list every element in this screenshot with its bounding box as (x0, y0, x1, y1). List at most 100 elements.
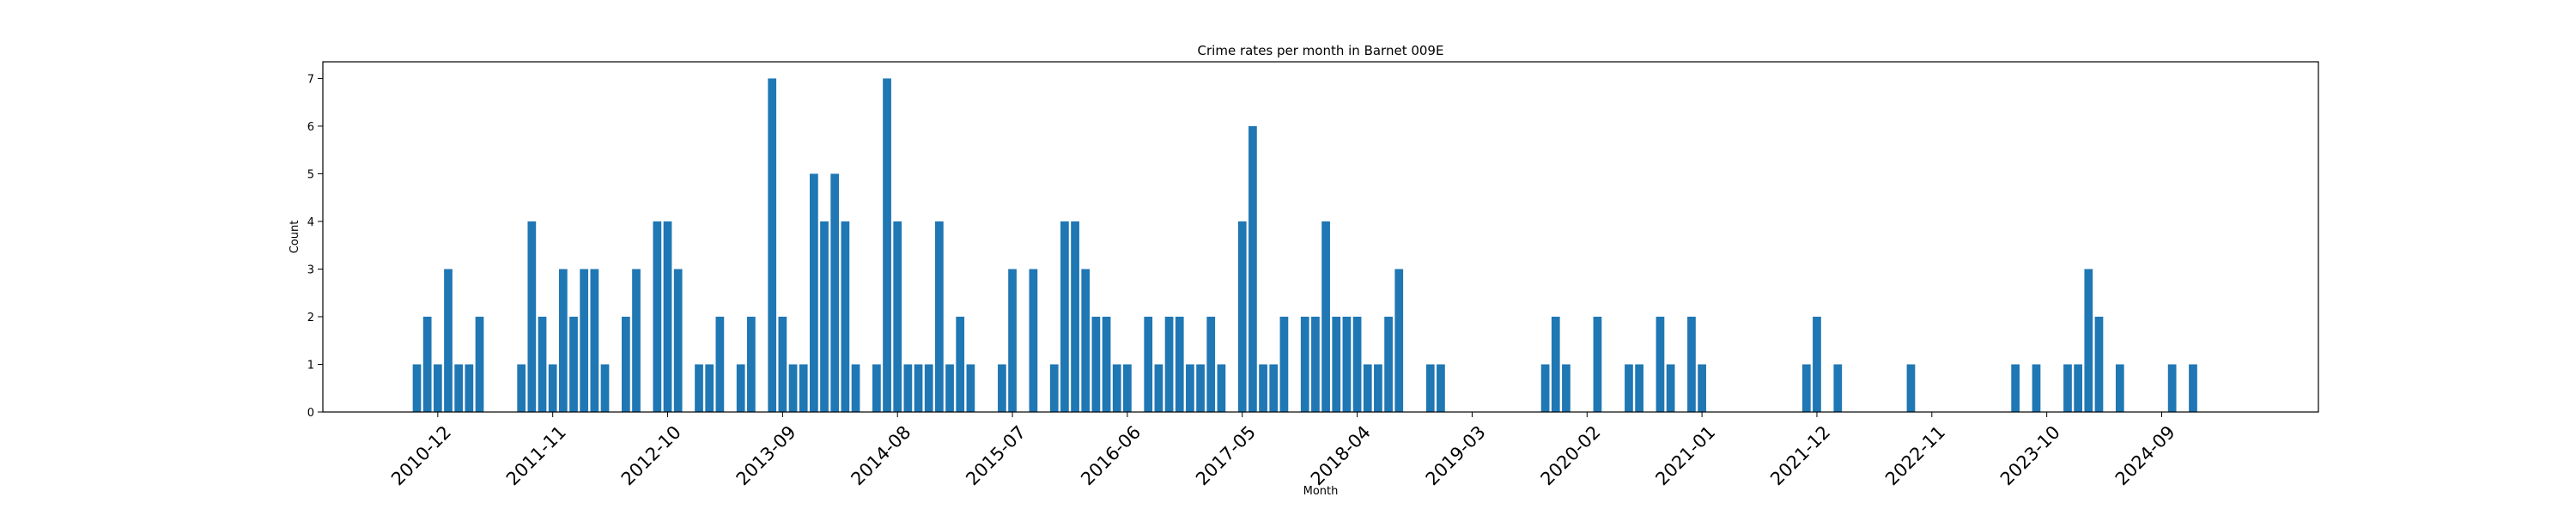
bar-2015-12 (1060, 221, 1069, 412)
bar-2018-06 (1374, 364, 1382, 412)
bar-2022-09 (1906, 364, 1916, 412)
bar-2016-05 (1112, 364, 1121, 412)
bar-2017-02 (1206, 316, 1216, 412)
bar-2015-02 (956, 316, 965, 412)
bar-2016-10 (1164, 316, 1174, 412)
bar-2020-03 (1593, 316, 1602, 412)
y-tick-label: 0 (307, 407, 314, 420)
bar-2012-06 (621, 316, 630, 412)
bar-2017-01 (1196, 364, 1205, 412)
bar-2014-07 (883, 78, 891, 413)
bar-2024-02 (2084, 269, 2093, 412)
bar-2023-12 (2063, 364, 2072, 412)
bar-2016-08 (1144, 316, 1153, 412)
bar-2013-08 (768, 78, 777, 413)
bar-2023-09 (2032, 364, 2041, 412)
bar-2020-12 (1687, 316, 1696, 412)
bar-2018-03 (1342, 316, 1352, 412)
bar-2016-02 (1081, 269, 1091, 412)
bar-2024-01 (2074, 364, 2083, 412)
bar-2014-02 (830, 173, 840, 412)
bar-2015-07 (1008, 269, 1017, 412)
bar-2013-06 (747, 316, 756, 412)
bar-2014-08 (893, 221, 902, 412)
bar-2012-04 (600, 364, 610, 412)
bar-2011-03 (465, 364, 474, 412)
bar-2011-01 (444, 269, 453, 412)
bar-2013-12 (810, 173, 818, 412)
bar-2018-02 (1332, 316, 1341, 412)
bar-2020-09 (1656, 316, 1665, 412)
bar-2018-08 (1394, 269, 1404, 412)
bar-2016-12 (1186, 364, 1194, 412)
x-axis-label: Month (1303, 485, 1339, 498)
bar-2017-03 (1217, 364, 1226, 412)
bar-2024-03 (2094, 316, 2104, 412)
bar-2016-09 (1154, 364, 1163, 412)
bar-2022-02 (1833, 364, 1843, 412)
y-tick-label: 1 (307, 359, 314, 372)
bar-2017-11 (1300, 316, 1309, 412)
bar-2016-06 (1123, 364, 1132, 412)
bar-2015-03 (966, 364, 975, 412)
y-axis-ticks: 0 1 2 3 4 5 6 7 (307, 73, 323, 420)
bar-2015-11 (1049, 364, 1059, 412)
bar-2015-09 (1029, 269, 1038, 412)
bar-2014-04 (851, 364, 860, 412)
bar-2011-12 (558, 269, 568, 412)
bar-2017-12 (1311, 316, 1320, 412)
bar-2019-12 (1562, 364, 1571, 412)
bar-2020-10 (1666, 364, 1675, 412)
bar-2016-01 (1071, 221, 1079, 412)
bar-2014-01 (820, 221, 829, 412)
bar-2016-11 (1175, 316, 1184, 412)
bar-2011-08 (517, 364, 526, 412)
y-tick-label: 4 (307, 216, 314, 229)
bar-2017-06 (1249, 125, 1257, 412)
bar-2011-02 (454, 364, 464, 412)
bar-2011-09 (527, 221, 537, 412)
bar-2024-12 (2189, 364, 2197, 412)
y-axis-label: Count (289, 221, 301, 254)
bar-2017-08 (1269, 364, 1279, 412)
bar-2018-07 (1384, 316, 1393, 412)
bar-2021-01 (1698, 364, 1706, 412)
bar-2015-01 (945, 364, 954, 412)
bar-2010-10 (412, 364, 422, 412)
bar-2016-03 (1091, 316, 1101, 412)
bar-2011-11 (548, 364, 557, 412)
bar-2016-04 (1102, 316, 1111, 412)
bar-2013-03 (715, 316, 725, 412)
bars (412, 78, 2197, 413)
bar-2018-01 (1321, 221, 1330, 412)
bar-2014-10 (914, 364, 923, 412)
bar-2012-01 (569, 316, 578, 412)
bar-2012-02 (580, 269, 589, 412)
bar-2012-10 (663, 221, 672, 412)
bar-2013-02 (705, 364, 714, 412)
bar-2017-07 (1259, 364, 1267, 412)
bar-2024-05 (2115, 364, 2124, 412)
bar-2014-09 (903, 364, 913, 412)
y-tick-label: 7 (307, 73, 314, 86)
bar-2013-01 (695, 364, 703, 412)
bar-2012-09 (653, 221, 662, 412)
bar-2013-11 (799, 364, 808, 412)
bar-2012-07 (632, 269, 641, 412)
bar-2012-11 (673, 269, 683, 412)
bar-2014-11 (924, 364, 933, 412)
bar-2018-04 (1352, 316, 1362, 412)
bar-2012-03 (590, 269, 599, 412)
bar-2013-10 (788, 364, 798, 412)
bar-2013-05 (736, 364, 745, 412)
bar-2021-12 (1813, 316, 1821, 412)
y-tick-label: 2 (307, 312, 314, 324)
y-tick-label: 5 (307, 168, 314, 181)
plot-area-frame (322, 61, 2319, 413)
bar-2014-12 (935, 221, 944, 412)
y-tick-label: 3 (307, 264, 314, 276)
y-tick-label: 6 (307, 121, 314, 134)
bar-2013-09 (778, 316, 787, 412)
